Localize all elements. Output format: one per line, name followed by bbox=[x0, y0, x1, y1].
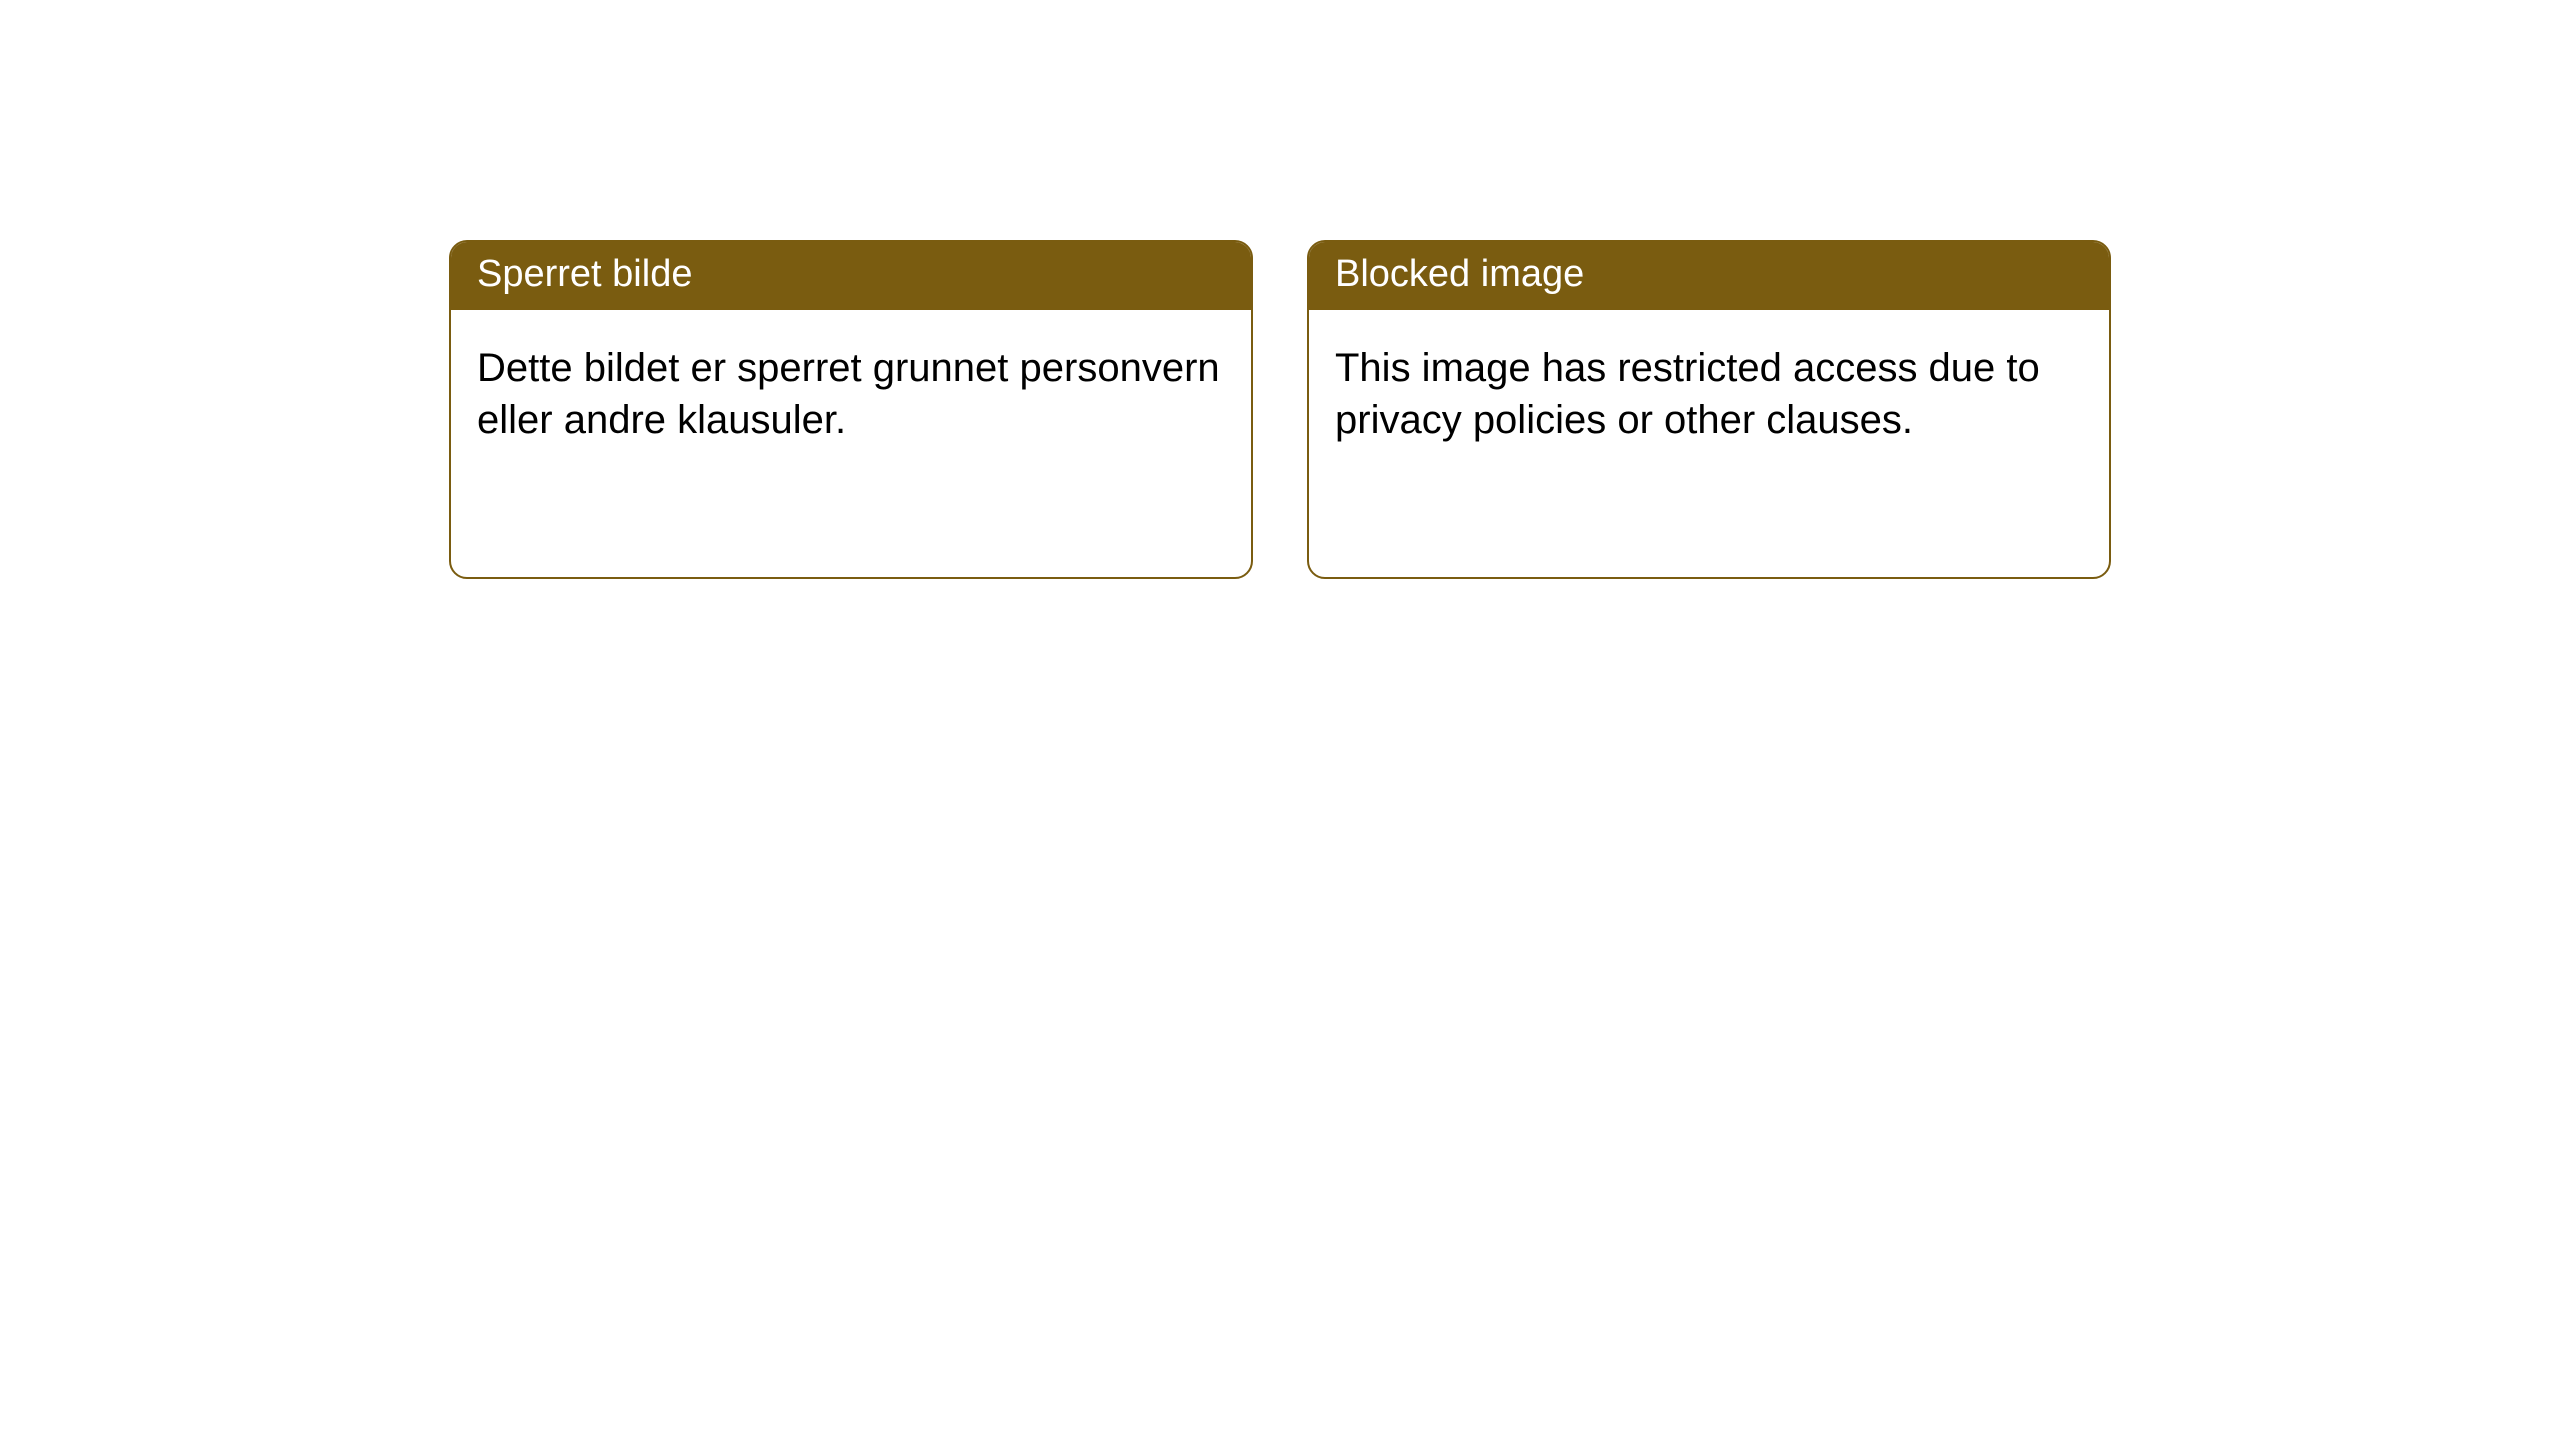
card-header-english: Blocked image bbox=[1309, 242, 2109, 310]
blocked-image-card-english: Blocked image This image has restricted … bbox=[1307, 240, 2111, 579]
blocked-image-card-norwegian: Sperret bilde Dette bildet er sperret gr… bbox=[449, 240, 1253, 579]
card-body-english: This image has restricted access due to … bbox=[1309, 310, 2109, 478]
card-body-norwegian: Dette bildet er sperret grunnet personve… bbox=[451, 310, 1251, 478]
notice-container: Sperret bilde Dette bildet er sperret gr… bbox=[0, 0, 2560, 579]
card-header-norwegian: Sperret bilde bbox=[451, 242, 1251, 310]
